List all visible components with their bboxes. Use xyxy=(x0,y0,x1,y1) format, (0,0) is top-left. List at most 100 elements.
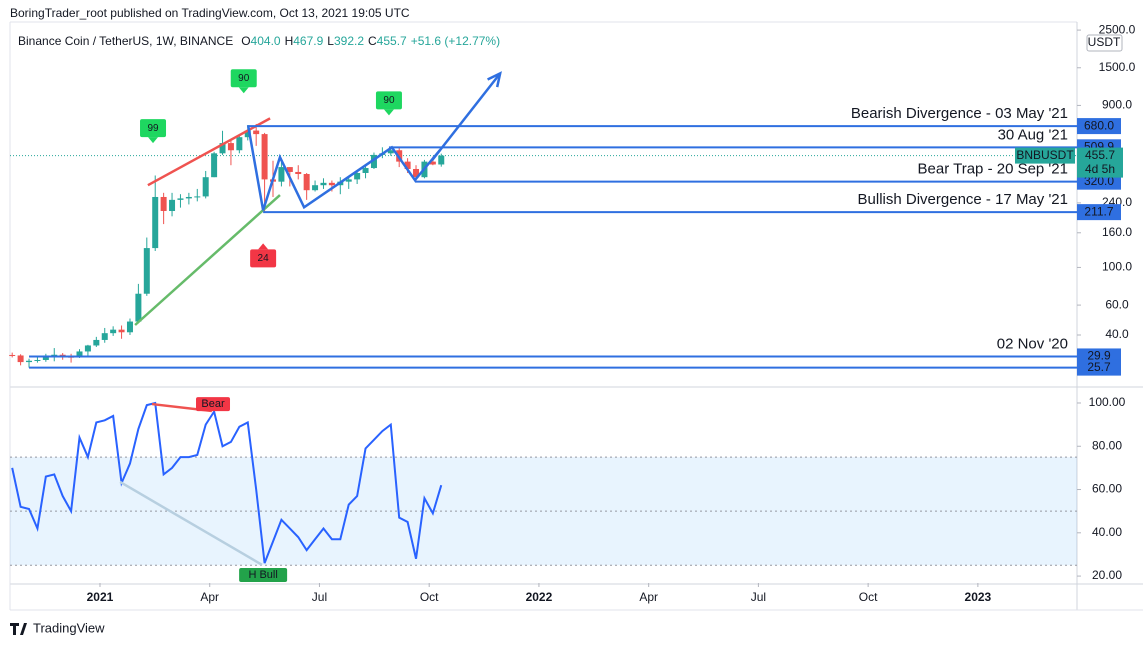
candle-body xyxy=(278,167,285,182)
candle-body xyxy=(101,333,108,340)
currency-label: USDT xyxy=(1088,35,1121,49)
legend-key: O xyxy=(241,34,250,48)
legend-value: 455.7 xyxy=(377,34,407,48)
candle-body xyxy=(185,196,192,199)
level-price-box xyxy=(1077,118,1121,135)
candle-body xyxy=(370,154,377,169)
y-tick-label: 100.00 xyxy=(1089,395,1126,409)
candle-body xyxy=(354,172,361,180)
candle-body xyxy=(93,339,100,346)
candle-body xyxy=(160,196,167,211)
trendline xyxy=(119,480,263,566)
candle-body xyxy=(295,171,302,175)
candle-body xyxy=(244,130,251,138)
badge-label: 90 xyxy=(238,73,250,84)
level-text: 30 Aug '21 xyxy=(998,126,1068,143)
candle-body xyxy=(303,174,310,191)
candle-body xyxy=(135,293,142,322)
candle-body xyxy=(320,182,327,186)
candle-body xyxy=(118,329,125,333)
arrow-head xyxy=(487,71,502,88)
candle-body xyxy=(26,360,33,363)
candle-body xyxy=(84,345,91,352)
candle-body xyxy=(387,150,394,154)
candle-body xyxy=(110,329,117,334)
level-text: 02 Nov '20 xyxy=(997,335,1068,352)
candle-body xyxy=(236,137,243,151)
level-price-label: 211.7 xyxy=(1084,204,1113,218)
trendline xyxy=(134,194,281,326)
publisher-line: BoringTrader_root published on TradingVi… xyxy=(10,6,410,20)
candle-body xyxy=(76,351,83,358)
trendline xyxy=(431,72,502,161)
candle-body xyxy=(261,134,268,180)
x-tick-label: Apr xyxy=(639,590,658,604)
badge-label: 90 xyxy=(383,95,395,106)
level-text: Bearish Divergence - 03 May '21 xyxy=(851,105,1068,122)
badge xyxy=(140,119,167,138)
level-text: Bear Trap - 20 Sep '21 xyxy=(918,161,1068,178)
badge-pointer xyxy=(238,87,249,94)
x-tick-label: Oct xyxy=(859,590,878,604)
candle-body xyxy=(404,161,411,169)
level-price-box xyxy=(1077,173,1121,190)
candle-body xyxy=(143,248,150,294)
oscillator-band xyxy=(10,457,1077,566)
candle-body xyxy=(312,185,319,191)
y-tick-label: 60.00 xyxy=(1092,482,1122,496)
footer-brand: TradingView xyxy=(33,620,105,635)
x-tick-label: 2021 xyxy=(87,590,114,604)
oscillator-label-box xyxy=(239,567,288,582)
y-tick-label: 160.0 xyxy=(1102,225,1132,239)
y-tick-label: 2500.0 xyxy=(1099,22,1136,36)
candle-body xyxy=(169,199,176,211)
footer-logo xyxy=(10,623,27,635)
level-price-label: 29.9 xyxy=(1087,349,1111,363)
oscillator-label: H Bull xyxy=(248,569,277,581)
x-tick-label: 2022 xyxy=(526,590,553,604)
candle-body xyxy=(211,153,218,178)
legend-key: L xyxy=(327,34,334,48)
logo-mark xyxy=(10,623,27,635)
y-tick-label: 60.0 xyxy=(1105,297,1129,311)
oscillator-label-box xyxy=(196,397,231,412)
candle-body xyxy=(152,196,159,249)
legend-key: H xyxy=(285,34,294,48)
x-tick-label: 2023 xyxy=(965,590,992,604)
candle-body xyxy=(413,168,420,178)
candle-body xyxy=(126,321,133,333)
last-price-box xyxy=(1077,147,1123,178)
y-tick-label: 80.00 xyxy=(1092,438,1122,452)
y-tick-label: 900.0 xyxy=(1102,98,1132,112)
level-price-label: 25.7 xyxy=(1087,360,1111,374)
level-text: Bullish Divergence - 17 May '21 xyxy=(858,191,1068,208)
countdown-label: 4d 5h xyxy=(1085,162,1115,176)
legend-value: 467.9 xyxy=(293,34,323,48)
level-price-label: 680.0 xyxy=(1084,118,1114,132)
legend-value: 392.2 xyxy=(334,34,364,48)
badge xyxy=(250,249,277,268)
candle-body xyxy=(286,167,293,172)
legend-change: +51.6 (+12.77%) xyxy=(411,34,500,48)
badge xyxy=(230,69,257,88)
candle-body xyxy=(42,355,49,360)
currency-box[interactable] xyxy=(1086,34,1123,52)
candle-body xyxy=(219,143,226,154)
legend: Binance Coin / TetherUS, 1W, BINANCE O404… xyxy=(18,34,500,48)
oscillator-line xyxy=(11,401,443,564)
level-price-box xyxy=(1077,359,1121,376)
badge-label: 24 xyxy=(258,253,270,264)
candle-body xyxy=(328,182,335,186)
trendline xyxy=(246,125,441,211)
candle-body xyxy=(362,168,369,173)
candle-body xyxy=(177,198,184,200)
y-tick-label: 20.00 xyxy=(1092,568,1122,582)
candle-body xyxy=(9,354,16,356)
legend-value: 404.0 xyxy=(251,34,281,48)
symbol-tag xyxy=(1015,147,1075,164)
x-tick-label: Jul xyxy=(751,590,766,604)
badge-pointer xyxy=(148,137,159,144)
symbol-title: Binance Coin / TetherUS, 1W, BINANCE xyxy=(18,34,233,48)
badge-label: 99 xyxy=(147,123,159,134)
